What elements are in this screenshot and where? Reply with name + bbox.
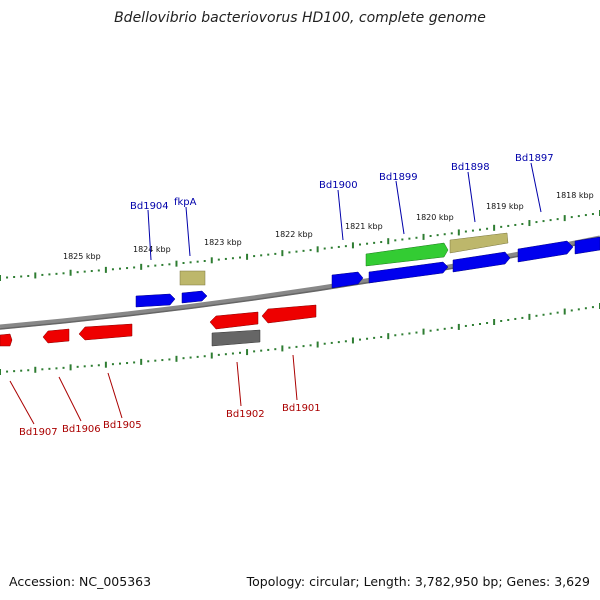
accession-text: Accession: NC_005363 xyxy=(9,574,152,589)
gene-label[interactable]: Bd1899 xyxy=(379,172,418,183)
scale-label: 1823 kbp xyxy=(204,238,242,247)
gene-arrow[interactable] xyxy=(365,242,449,267)
gene-arrow[interactable] xyxy=(517,240,574,263)
leader-line xyxy=(530,162,542,213)
leader-line xyxy=(185,206,191,257)
map-title: Bdellovibrio bacteriovorus HD100, comple… xyxy=(114,10,486,26)
gene-arrow[interactable] xyxy=(181,290,208,304)
topology-text: Topology: circular; Length: 3,782,950 bp… xyxy=(246,574,590,589)
gene-label[interactable]: Bd1900 xyxy=(319,180,358,191)
leader-line xyxy=(467,171,476,223)
scale-label: 1818 kbp xyxy=(556,191,594,200)
scale-label: 1822 kbp xyxy=(275,230,313,239)
gene-label[interactable]: Bd1902 xyxy=(226,409,265,420)
gene-label[interactable]: Bd1905 xyxy=(103,420,142,431)
genome-backbone xyxy=(0,235,600,330)
gene-label[interactable]: Bd1897 xyxy=(515,153,554,164)
outer-scale-ticks xyxy=(0,210,600,281)
scale-labels: 1825 kbp 1824 kbp 1823 kbp 1822 kbp 1821… xyxy=(63,191,594,261)
gene-arrow[interactable] xyxy=(0,333,13,347)
gene-arrow[interactable] xyxy=(42,328,70,344)
inner-scale-ticks xyxy=(0,303,600,375)
scale-label: 1820 kbp xyxy=(416,213,454,222)
gene-arrow[interactable] xyxy=(209,311,259,330)
leader-line xyxy=(292,354,298,401)
scale-label: 1824 kbp xyxy=(133,245,171,254)
forward-labels: Bd1904 fkpA Bd1900 Bd1899 Bd1898 Bd1897 xyxy=(130,153,554,212)
genome-backbone-shade xyxy=(0,239,600,330)
scale-label: 1825 kbp xyxy=(63,252,101,261)
leader-line xyxy=(107,372,123,419)
gene-label[interactable]: Bd1898 xyxy=(451,162,490,173)
gene-arrow[interactable] xyxy=(368,261,449,284)
gene-arrow[interactable] xyxy=(135,293,176,308)
leader-line xyxy=(337,189,344,241)
gene-label[interactable]: Bd1907 xyxy=(19,427,58,438)
reverse-strand-genes xyxy=(0,304,317,347)
gene-label[interactable]: Bd1906 xyxy=(62,424,101,435)
forward-strand-genes xyxy=(135,232,600,308)
gene-arrow[interactable] xyxy=(449,232,509,254)
scale-label: 1821 kbp xyxy=(345,222,383,231)
gene-arrow[interactable] xyxy=(452,251,511,273)
gene-label[interactable]: Bd1904 xyxy=(130,201,169,212)
leader-line xyxy=(395,180,405,235)
reverse-labels: Bd1907 Bd1906 Bd1905 Bd1902 Bd1901 xyxy=(19,403,321,438)
leader-line xyxy=(236,361,242,407)
gene-box[interactable] xyxy=(179,270,206,286)
gene-arrow[interactable] xyxy=(574,236,600,255)
leader-line xyxy=(9,380,35,425)
gene-arrow[interactable] xyxy=(211,329,261,347)
gene-arrow[interactable] xyxy=(331,271,364,289)
gene-label[interactable]: Bd1901 xyxy=(282,403,321,414)
label-leaders xyxy=(9,162,542,425)
leader-line xyxy=(58,376,82,422)
leader-line xyxy=(147,209,152,261)
gene-label[interactable]: fkpA xyxy=(174,197,197,208)
scale-label: 1819 kbp xyxy=(486,202,524,211)
gene-arrow[interactable] xyxy=(78,323,133,341)
gene-arrow[interactable] xyxy=(261,304,317,324)
